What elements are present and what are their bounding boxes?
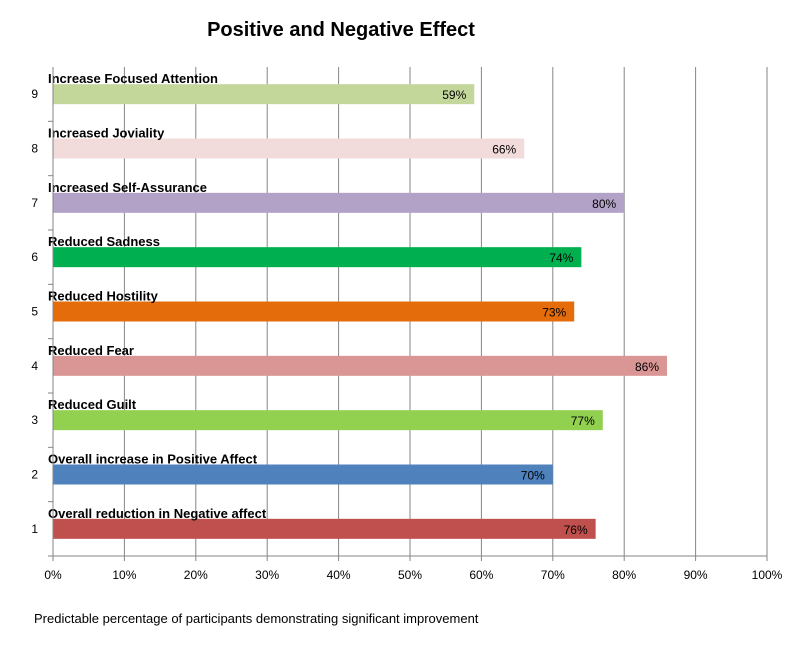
bar-category-label: Reduced Hostility (48, 289, 159, 304)
data-label: 86% (635, 360, 659, 374)
x-tick-label: 50% (398, 568, 422, 582)
x-tick-label: 40% (327, 568, 351, 582)
bar-category-label: Increase Focused Attention (48, 71, 218, 86)
data-label: 59% (442, 88, 466, 102)
x-tick-label: 0% (44, 568, 62, 582)
y-tick-label: 3 (31, 413, 38, 427)
x-tick-label: 10% (112, 568, 136, 582)
data-label: 66% (492, 143, 516, 157)
data-label: 76% (564, 523, 588, 537)
bar-category-label: Increased Self-Assurance (48, 180, 207, 195)
x-tick-label: 60% (469, 568, 493, 582)
bar (53, 301, 575, 322)
x-tick-label: 30% (255, 568, 279, 582)
y-tick-label: 2 (31, 468, 38, 482)
y-tick-label: 4 (31, 359, 38, 373)
bar (53, 355, 668, 376)
y-tick-label: 7 (31, 196, 38, 210)
bar-labels: 76% Overall reduction in Negative affect 7… (48, 71, 659, 537)
y-tick-label: 6 (31, 250, 38, 264)
bar-category-label: Reduced Sadness (48, 234, 160, 249)
data-label: 70% (521, 469, 545, 483)
bar-category-label: Increased Joviality (48, 126, 165, 141)
axes: 0% 10% 20% 30% 40% 50% 60% 70% 80% 90% 100%1234567… (31, 67, 783, 582)
x-tick-label: 20% (184, 568, 208, 582)
bar-category-label: Reduced Fear (48, 343, 134, 358)
chart-title: Positive and Negative Effect (207, 19, 475, 41)
bar (53, 518, 596, 539)
data-label: 80% (592, 197, 616, 211)
y-tick-label: 9 (31, 87, 38, 101)
y-tick-label: 8 (31, 142, 38, 156)
bar (53, 410, 603, 431)
bar (53, 84, 475, 105)
bar-category-label: Overall increase in Positive Affect (48, 452, 258, 467)
data-label: 73% (542, 306, 566, 320)
x-tick-label: 80% (612, 568, 636, 582)
bars (53, 84, 668, 539)
bar (53, 247, 582, 268)
x-tick-label: 90% (684, 568, 708, 582)
x-tick-label: 70% (541, 568, 565, 582)
bar (53, 138, 525, 159)
y-tick-label: 1 (31, 522, 38, 536)
data-label: 74% (549, 251, 573, 265)
bar-category-label: Reduced Guilt (48, 397, 137, 412)
data-label: 77% (571, 414, 595, 428)
x-axis-label: Predictable percentage of participants d… (34, 611, 479, 626)
bar (53, 192, 625, 213)
bar-category-label: Overall reduction in Negative affect (48, 506, 267, 521)
y-tick-label: 5 (31, 305, 38, 319)
bar (53, 464, 553, 485)
x-tick-label: 100% (752, 568, 783, 582)
